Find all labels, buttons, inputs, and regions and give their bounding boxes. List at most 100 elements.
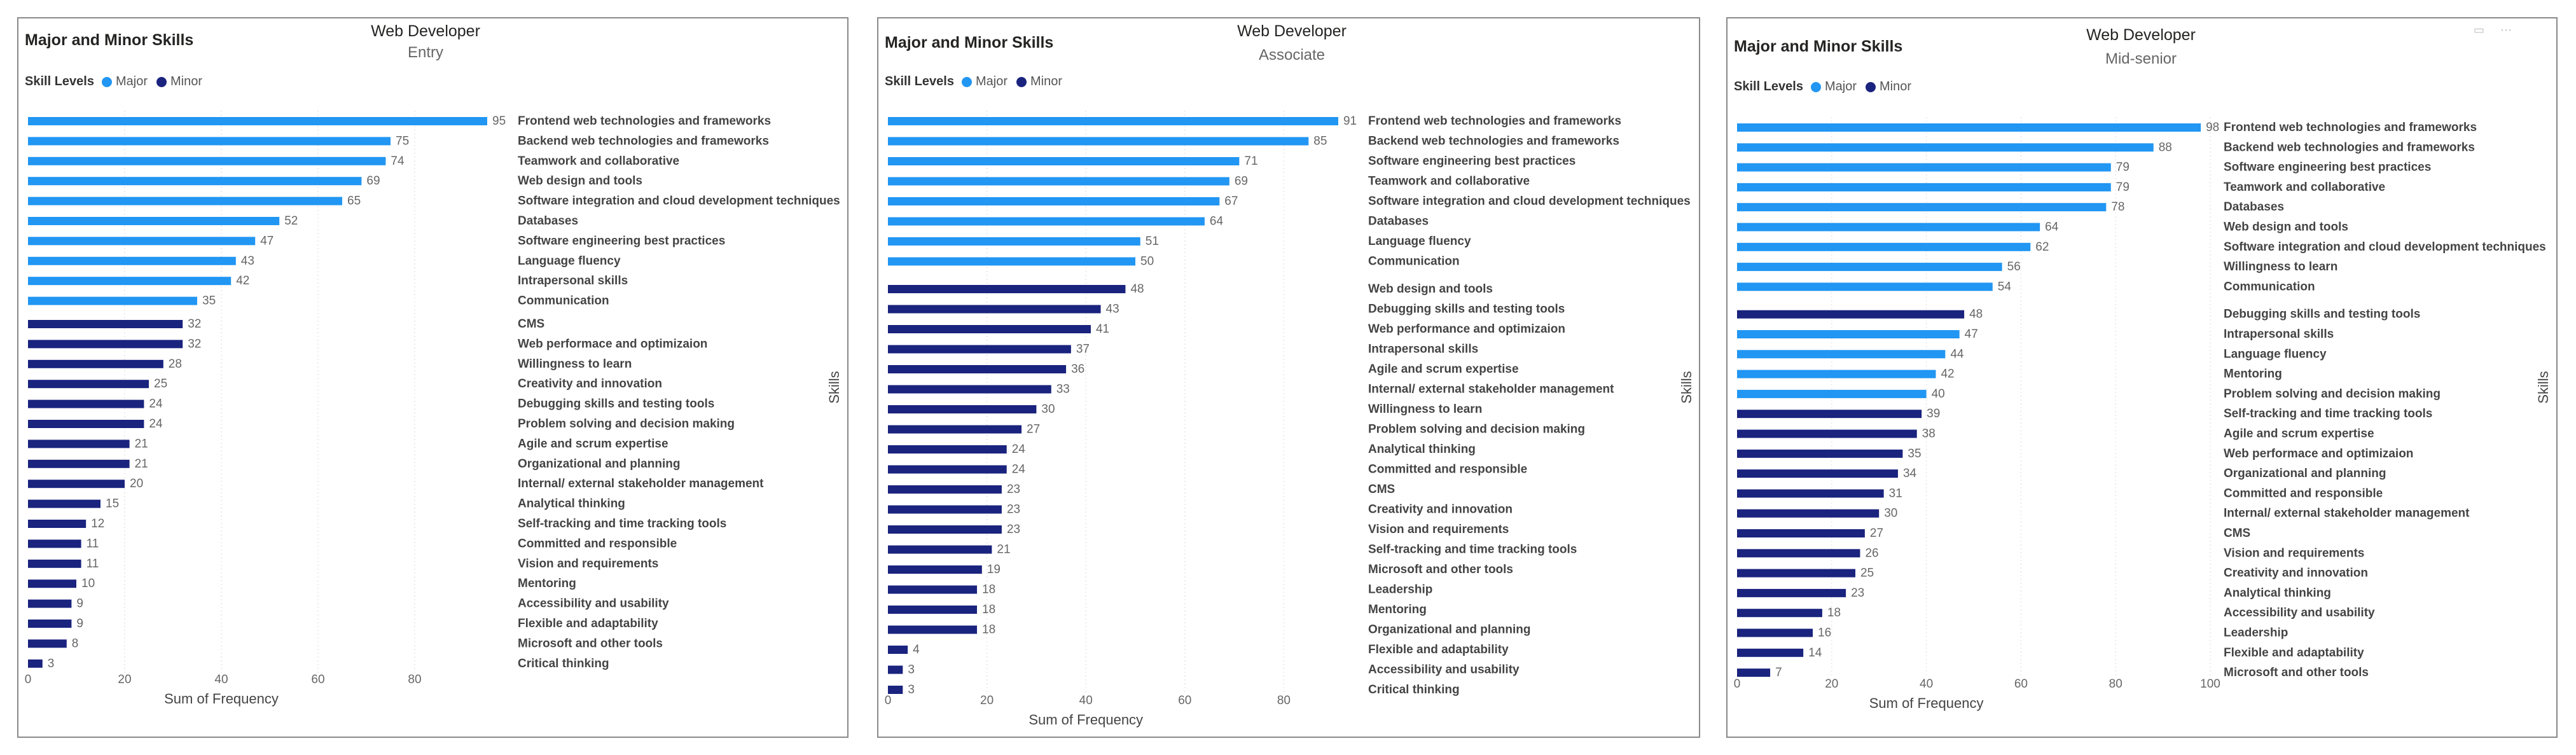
bar[interactable] <box>28 599 72 608</box>
bar[interactable] <box>1737 489 1884 498</box>
bar[interactable] <box>1737 628 1813 637</box>
bar[interactable] <box>888 425 1022 434</box>
bar[interactable] <box>28 559 81 568</box>
bar[interactable] <box>28 499 100 508</box>
bar[interactable] <box>1737 310 1965 319</box>
bar[interactable] <box>1737 163 2111 172</box>
bar[interactable] <box>28 256 236 265</box>
bar[interactable] <box>1737 330 1960 338</box>
bar[interactable] <box>1737 449 1903 458</box>
bar[interactable] <box>888 345 1071 354</box>
bar[interactable] <box>888 405 1037 413</box>
legend-item-minor[interactable]: Minor <box>156 74 202 89</box>
bar[interactable] <box>28 296 197 305</box>
bar[interactable] <box>28 620 72 628</box>
bar[interactable] <box>888 177 1229 186</box>
bar[interactable] <box>888 197 1220 205</box>
bar[interactable] <box>888 217 1205 226</box>
bar[interactable] <box>1737 242 2031 251</box>
bar[interactable] <box>1737 509 1880 518</box>
bar[interactable] <box>1737 143 2154 152</box>
bar[interactable] <box>1737 588 1846 597</box>
bar[interactable] <box>1737 668 1771 677</box>
bar[interactable] <box>888 625 978 634</box>
bar[interactable] <box>28 480 125 488</box>
bar[interactable] <box>28 320 183 328</box>
bar[interactable] <box>888 117 1338 125</box>
bar[interactable] <box>1737 183 2111 191</box>
bar[interactable] <box>888 157 1240 165</box>
bar[interactable] <box>888 505 1002 514</box>
bar[interactable] <box>1737 203 2107 212</box>
bar[interactable] <box>28 380 149 389</box>
bar[interactable] <box>28 659 43 668</box>
bar[interactable] <box>888 545 992 554</box>
bar[interactable] <box>888 137 1309 146</box>
bar[interactable] <box>28 177 362 186</box>
bar[interactable] <box>28 197 342 205</box>
bar[interactable] <box>1737 282 1993 291</box>
bar[interactable] <box>1737 389 1927 398</box>
bar[interactable] <box>28 277 232 286</box>
category-label: Communication <box>1368 255 1460 268</box>
bar[interactable] <box>1737 263 2002 272</box>
bar[interactable] <box>28 137 391 146</box>
bar[interactable] <box>1737 429 1917 438</box>
bar[interactable] <box>28 459 130 468</box>
bar[interactable] <box>28 579 76 588</box>
category-label: Accessibility and usability <box>2224 606 2375 620</box>
bar[interactable] <box>28 520 87 528</box>
bar[interactable] <box>28 217 280 225</box>
bar[interactable] <box>1737 469 1898 478</box>
bar[interactable] <box>1737 609 1822 618</box>
bar[interactable] <box>28 117 487 125</box>
legend-item-minor[interactable]: Minor <box>1016 74 1062 89</box>
bar[interactable] <box>888 686 903 694</box>
bar[interactable] <box>888 565 982 574</box>
bar[interactable] <box>28 399 144 408</box>
bar[interactable] <box>888 525 1002 534</box>
bar[interactable] <box>1737 569 1855 578</box>
bar[interactable] <box>888 445 1007 454</box>
chart-panel-mid-senior[interactable]: ▭ ⋯ Major and Minor Skills Web Developer… <box>1726 17 2558 738</box>
bar[interactable] <box>1737 223 2040 232</box>
bar[interactable] <box>888 485 1002 494</box>
bar[interactable] <box>28 237 256 246</box>
bar[interactable] <box>1737 549 1860 558</box>
data-label: 47 <box>1965 328 1978 341</box>
bar[interactable] <box>1737 350 1946 359</box>
bar[interactable] <box>888 385 1051 394</box>
bar[interactable] <box>888 285 1126 293</box>
bar[interactable] <box>1737 648 1804 657</box>
bar[interactable] <box>888 665 903 674</box>
bar[interactable] <box>888 585 978 594</box>
bar[interactable] <box>1737 123 2201 132</box>
bar[interactable] <box>888 646 908 654</box>
bar[interactable] <box>888 606 978 614</box>
legend-item-major[interactable]: Major <box>1810 80 1857 94</box>
chart-panel-associate[interactable]: Major and Minor Skills Web Developer Ass… <box>877 17 1700 738</box>
bar[interactable] <box>888 465 1007 474</box>
bar[interactable] <box>1737 370 1936 378</box>
legend-item-major[interactable]: Major <box>101 74 148 89</box>
bar[interactable] <box>28 539 81 548</box>
data-label: 25 <box>1860 567 1874 580</box>
bar[interactable] <box>1737 410 1922 419</box>
bar[interactable] <box>888 365 1067 373</box>
bar[interactable] <box>28 359 163 368</box>
bar[interactable] <box>28 156 386 165</box>
bar[interactable] <box>888 237 1140 246</box>
focus-mode-icon[interactable]: ▭ ⋯ <box>2473 24 2518 36</box>
bar[interactable] <box>28 420 144 428</box>
bar[interactable] <box>28 639 67 648</box>
legend-item-minor[interactable]: Minor <box>1865 80 1911 94</box>
legend-item-major[interactable]: Major <box>961 74 1008 89</box>
bar[interactable] <box>888 325 1091 333</box>
bar[interactable] <box>1737 529 1865 537</box>
bar[interactable] <box>888 257 1135 266</box>
bar[interactable] <box>888 305 1101 314</box>
bar[interactable] <box>28 440 130 448</box>
legend-dot-icon <box>1016 76 1027 87</box>
bar[interactable] <box>28 340 183 349</box>
chart-panel-entry[interactable]: Major and Minor Skills Web Developer Ent… <box>17 17 848 738</box>
